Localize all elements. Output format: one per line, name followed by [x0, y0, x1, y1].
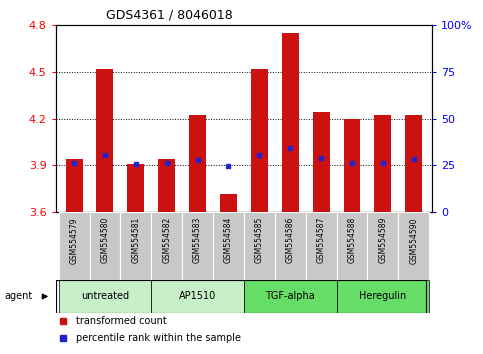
Text: GSM554579: GSM554579 — [70, 217, 79, 264]
Bar — [189, 115, 206, 212]
Bar — [343, 119, 360, 212]
Bar — [368, 212, 398, 280]
Text: percentile rank within the sample: percentile rank within the sample — [76, 333, 242, 343]
Text: GSM554587: GSM554587 — [317, 217, 326, 263]
Bar — [244, 280, 337, 313]
Bar — [275, 212, 306, 280]
Text: GSM554584: GSM554584 — [224, 217, 233, 263]
Bar — [337, 280, 429, 313]
Text: TGF-alpha: TGF-alpha — [265, 291, 315, 302]
Text: GSM554589: GSM554589 — [378, 217, 387, 263]
Bar — [244, 212, 275, 280]
Bar — [251, 69, 268, 212]
Text: GSM554582: GSM554582 — [162, 217, 171, 263]
Text: GDS4361 / 8046018: GDS4361 / 8046018 — [106, 9, 232, 22]
Text: untreated: untreated — [81, 291, 129, 302]
Bar — [405, 115, 422, 212]
Text: GSM554585: GSM554585 — [255, 217, 264, 263]
Bar — [282, 33, 298, 212]
Bar — [313, 112, 329, 212]
Text: AP1510: AP1510 — [179, 291, 216, 302]
Bar — [120, 212, 151, 280]
Bar — [58, 212, 89, 280]
Bar — [151, 212, 182, 280]
Bar — [182, 212, 213, 280]
Bar — [66, 159, 83, 212]
Bar — [374, 115, 391, 212]
Bar — [151, 280, 244, 313]
Text: GSM554581: GSM554581 — [131, 217, 141, 263]
Bar — [213, 212, 244, 280]
Text: GSM554583: GSM554583 — [193, 217, 202, 263]
Text: GSM554580: GSM554580 — [100, 217, 110, 263]
Bar — [89, 212, 120, 280]
Bar — [97, 69, 114, 212]
Bar — [128, 164, 144, 212]
Bar — [220, 194, 237, 212]
Text: agent: agent — [5, 291, 33, 302]
Text: GSM554586: GSM554586 — [286, 217, 295, 263]
Bar — [306, 212, 337, 280]
Bar — [58, 280, 151, 313]
Bar — [398, 212, 429, 280]
Text: GSM554590: GSM554590 — [409, 217, 418, 264]
Text: transformed count: transformed count — [76, 316, 167, 326]
Text: Heregulin: Heregulin — [359, 291, 407, 302]
Bar — [337, 212, 368, 280]
Bar — [158, 159, 175, 212]
Text: GSM554588: GSM554588 — [347, 217, 356, 263]
